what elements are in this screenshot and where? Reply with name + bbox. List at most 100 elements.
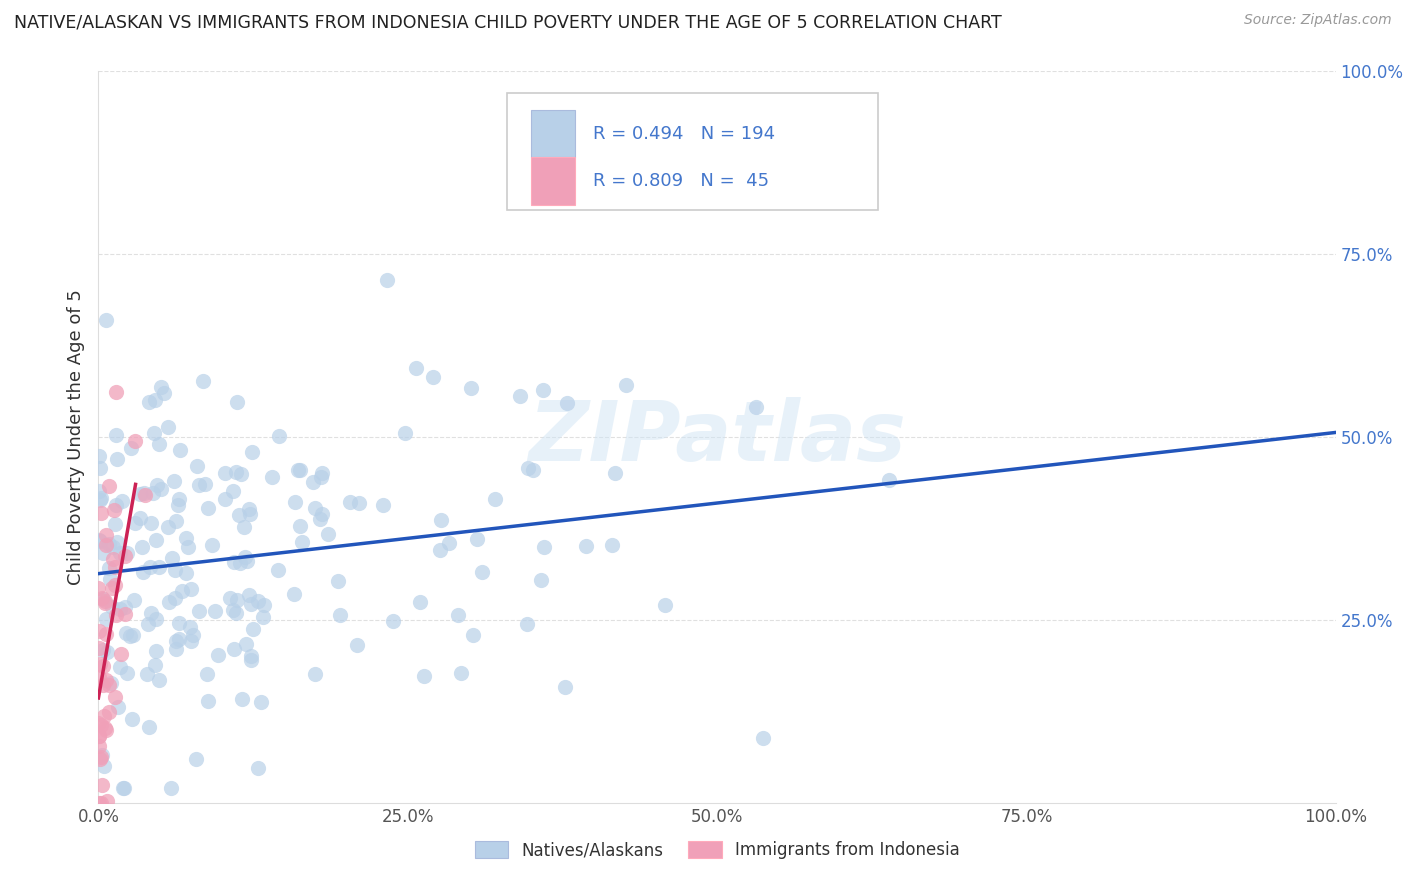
Point [104,559,127,574]
Point [228,556,250,570]
Point [239,652,262,666]
Point [231,467,253,481]
Point [87,716,110,731]
Point [110,546,132,560]
Point [236,554,259,568]
Point [163,591,186,606]
Point [250,695,273,709]
Point [194,477,217,491]
Point [195,666,218,681]
Text: NATIVE/ALASKAN VS IMMIGRANTS FROM INDONESIA CHILD POVERTY UNDER THE AGE OF 5 COR: NATIVE/ALASKAN VS IMMIGRANTS FROM INDONE… [14,13,1002,31]
Point [316,527,339,541]
Point [90,591,112,605]
Point [167,616,190,631]
Point [108,660,131,674]
Point [267,429,290,443]
Point [122,593,145,607]
Point [98,561,121,575]
Point [141,606,163,620]
Point [148,437,170,451]
Point [222,555,245,569]
Point [311,507,333,521]
Point [188,477,211,491]
Point [138,394,160,409]
FancyBboxPatch shape [531,157,575,205]
Point [136,617,159,632]
Point [197,694,219,708]
Point [450,665,472,680]
Point [104,384,127,399]
Point [165,641,187,656]
Point [94,612,117,626]
Point [90,747,112,762]
Point [170,584,193,599]
Text: ZIPatlas: ZIPatlas [529,397,905,477]
Point [602,538,624,552]
Point [239,597,262,611]
Point [603,466,626,480]
Point [120,442,142,456]
Point [93,758,115,772]
Point [394,425,416,440]
Point [531,383,554,397]
Point [91,546,114,560]
Point [405,360,427,375]
Point [94,596,117,610]
Point [118,629,141,643]
Point [104,516,127,531]
Point [135,667,157,681]
Point [98,678,121,692]
Point [238,502,260,516]
Point [309,470,332,484]
Point [326,574,349,589]
Point [91,591,114,606]
Point [89,533,111,548]
Point [614,378,637,392]
Point [132,565,155,579]
Point [219,591,242,606]
Point [752,731,775,746]
Point [377,273,399,287]
Point [97,706,120,720]
Point [509,389,531,403]
Point [128,511,150,525]
Point [225,395,247,409]
Point [107,700,129,714]
Point [238,588,260,602]
Point [105,451,128,466]
Point [89,461,111,475]
Point [516,616,538,631]
Point [174,531,197,545]
Point [187,604,209,618]
Point [304,501,326,516]
Point [465,532,488,546]
Point [484,492,506,507]
Point [231,692,253,706]
Point [222,483,245,498]
Point [94,594,117,608]
Point [89,657,111,672]
Point [138,720,160,734]
Point [167,632,190,646]
Point [117,546,139,560]
Point [89,624,111,638]
Point [114,600,136,615]
Point [225,465,247,479]
Point [167,491,190,506]
Point [471,565,494,579]
Point [87,796,110,810]
Point [429,542,451,557]
Point [381,614,404,628]
Point [654,598,676,612]
Point [104,690,127,704]
Point [96,673,118,688]
Point [180,582,202,596]
Point [165,634,187,648]
Point [104,607,127,622]
Point [877,473,900,487]
Point [103,541,125,555]
Point [214,466,236,480]
Point [207,648,229,663]
Point [290,463,312,477]
Point [291,534,314,549]
